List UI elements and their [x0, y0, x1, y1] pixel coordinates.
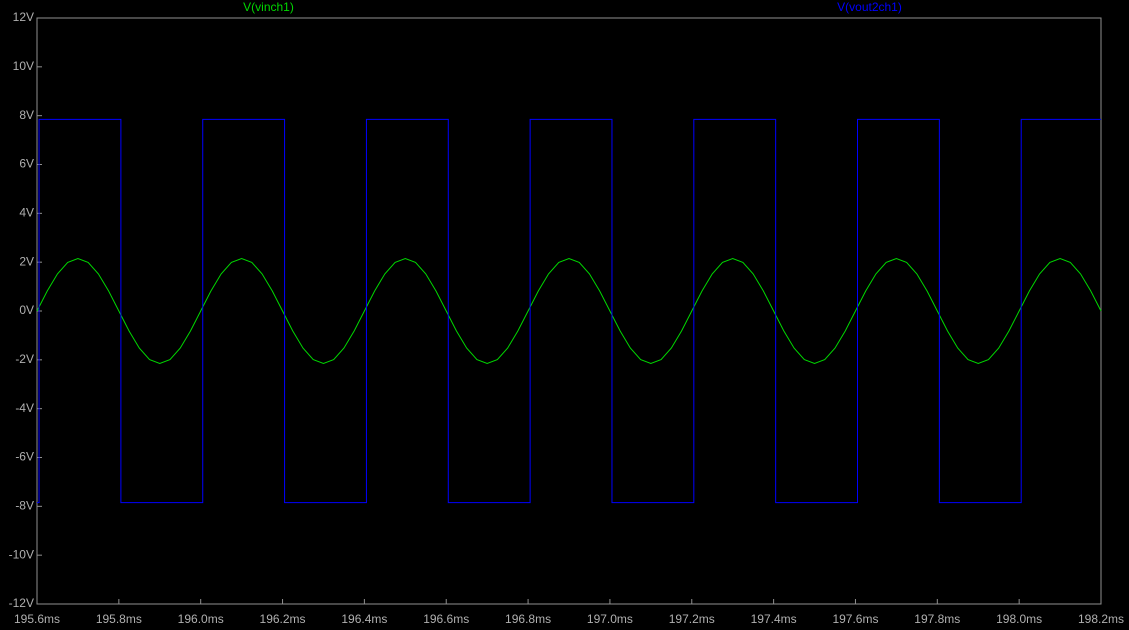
- y-tick-label: 2V: [19, 254, 34, 268]
- x-tick-label: 196.2ms: [260, 612, 306, 626]
- x-tick-label: 197.0ms: [587, 612, 633, 626]
- x-tick-label: 197.2ms: [669, 612, 715, 626]
- y-tick-label: -10V: [9, 547, 34, 561]
- y-tick-label: -12V: [9, 596, 34, 610]
- series-line: [37, 118, 1101, 504]
- y-tick-label: 0V: [19, 303, 34, 317]
- x-tick-label: 196.4ms: [341, 612, 387, 626]
- y-tick-label: -6V: [15, 450, 34, 464]
- x-tick-label: 197.6ms: [832, 612, 878, 626]
- x-tick-label: 196.8ms: [505, 612, 551, 626]
- y-tick-label: -8V: [15, 499, 34, 513]
- legend-label: V(vout2ch1): [837, 0, 902, 14]
- x-tick-label: 198.2ms: [1078, 612, 1124, 626]
- x-tick-label: 195.8ms: [96, 612, 142, 626]
- x-tick-label: 196.0ms: [178, 612, 224, 626]
- y-tick-label: 8V: [19, 108, 34, 122]
- y-tick-label: 10V: [13, 59, 34, 73]
- y-tick-label: -2V: [15, 352, 34, 366]
- x-tick-label: 195.6ms: [14, 612, 60, 626]
- y-tick-label: 4V: [19, 206, 34, 220]
- x-tick-label: 198.0ms: [996, 612, 1042, 626]
- legend-label: V(vinch1): [243, 0, 294, 14]
- x-tick-label: 197.8ms: [914, 612, 960, 626]
- y-tick-label: 6V: [19, 157, 34, 171]
- y-tick-label: 12V: [13, 10, 34, 24]
- x-tick-label: 197.4ms: [751, 612, 797, 626]
- y-tick-label: -4V: [15, 401, 34, 415]
- x-tick-label: 196.6ms: [423, 612, 469, 626]
- series-line: [36, 257, 1102, 365]
